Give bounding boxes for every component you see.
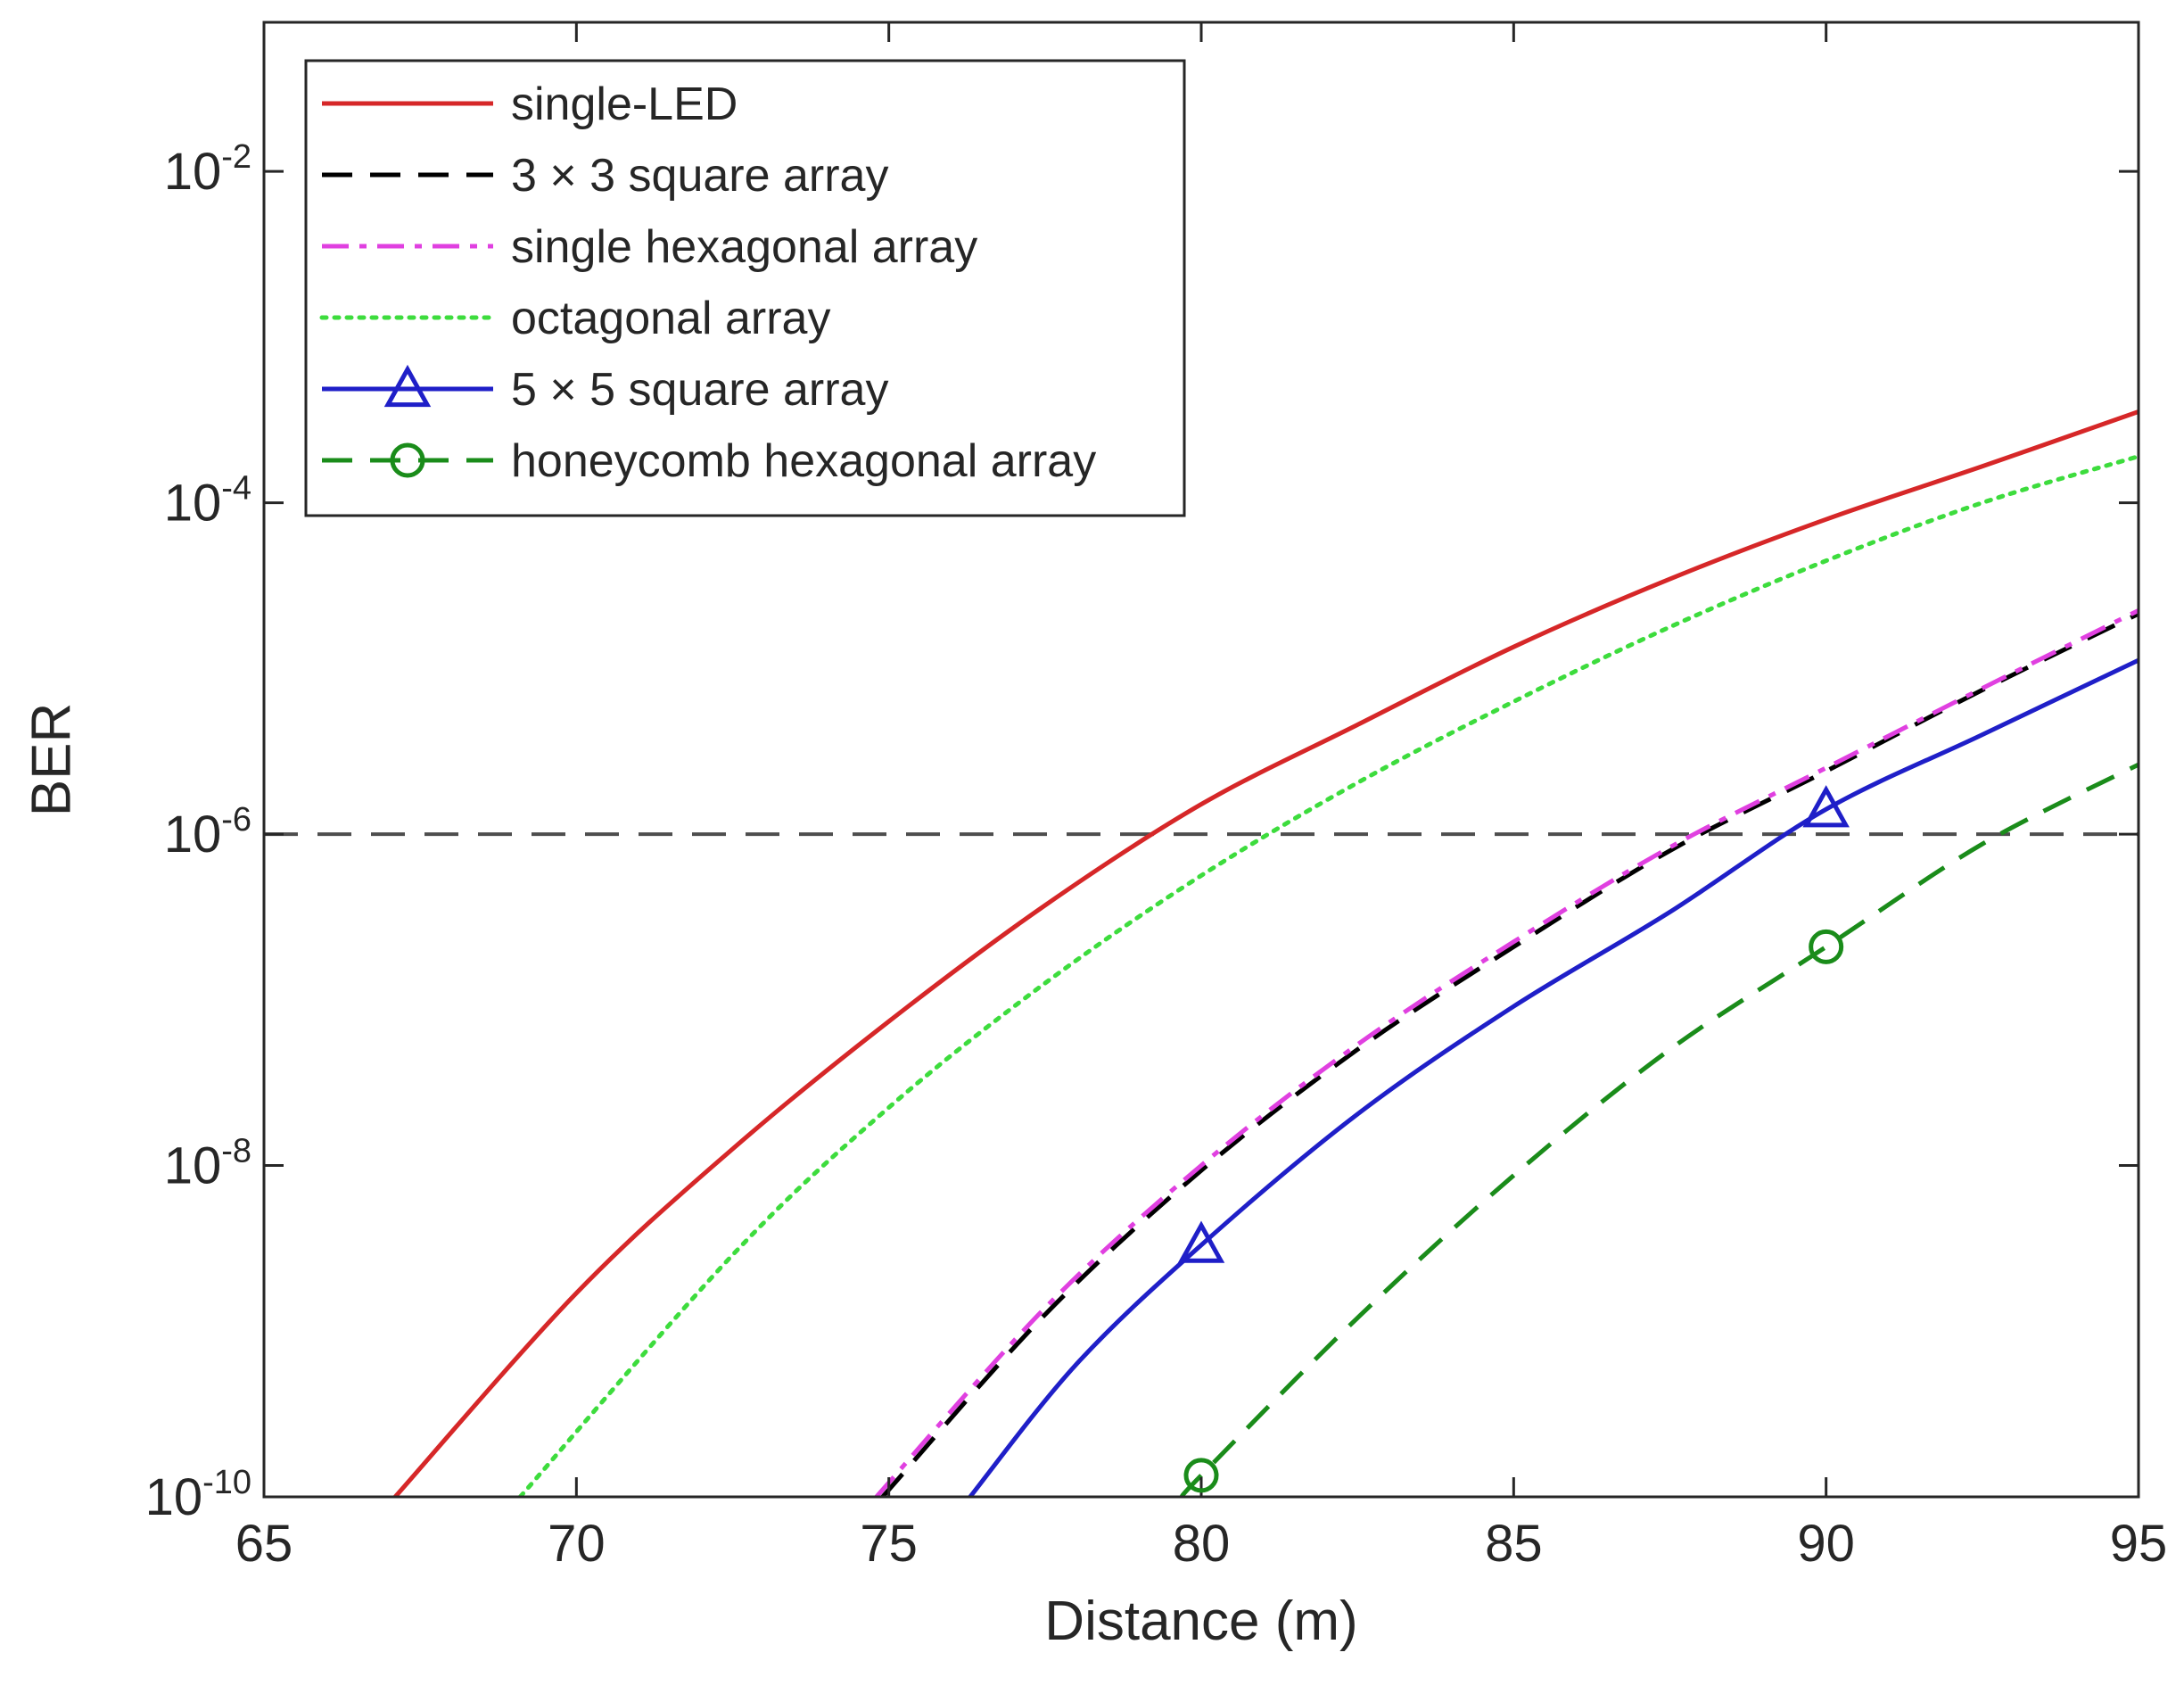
x-tick-label-80: 80: [1173, 1515, 1231, 1573]
marker-5-5-square-array-80: [1177, 1220, 1225, 1263]
marker-honeycomb-hexagonal-array-90: [1809, 929, 1844, 964]
marker-5-5-square-array-90: [1802, 785, 1850, 828]
series-line-honeycomb-hexagonal-array: [1179, 762, 2139, 1497]
legend-label-octagonal-array: octagonal array: [511, 293, 830, 344]
y-axis-title: BER: [21, 703, 82, 816]
x-tick-label-95: 95: [2110, 1515, 2168, 1573]
legend-marker-honeycomb-hexagonal-array: [390, 442, 425, 478]
y-tick-label-6: 10-6: [164, 801, 251, 864]
y-tick-label-10: 10-10: [145, 1464, 251, 1526]
y-tick-label-8: 10-8: [164, 1133, 251, 1195]
y-tick-label-2: 10-2: [164, 138, 251, 201]
legend-label-honeycomb-hexagonal-array: honeycomb hexagonal array: [511, 435, 1096, 487]
x-tick-label-90: 90: [1797, 1515, 1855, 1573]
legend-label-single-led: single-LED: [511, 79, 738, 130]
legend: single-LED 3 × 3 square array single hexag…: [304, 59, 1186, 517]
legend-box: [304, 59, 1186, 517]
legend-label-single-hexagonal-array: single hexagonal array: [511, 221, 977, 273]
x-axis-title: Distance (m): [1044, 1591, 1357, 1652]
x-tick-label-65: 65: [235, 1515, 293, 1573]
x-tick-label-70: 70: [548, 1515, 606, 1573]
legend-label-3-3-square-array: 3 × 3 square array: [511, 150, 888, 202]
y-tick-label-4: 10-4: [164, 470, 251, 533]
x-tick-label-85: 85: [1485, 1515, 1543, 1573]
marker-honeycomb-hexagonal-array-80: [1183, 1458, 1219, 1493]
series-line-single-led: [393, 409, 2139, 1497]
legend-marker-5-5-square-array: [383, 364, 432, 408]
legend-label-5-5-square-array: 5 × 5 square array: [511, 364, 888, 416]
x-tick-label-75: 75: [860, 1515, 918, 1573]
series-line-5-5-square-array: [968, 657, 2139, 1497]
series-line-single-hexagonal-array: [874, 608, 2139, 1497]
series-line-octagonal-array: [517, 454, 2139, 1497]
